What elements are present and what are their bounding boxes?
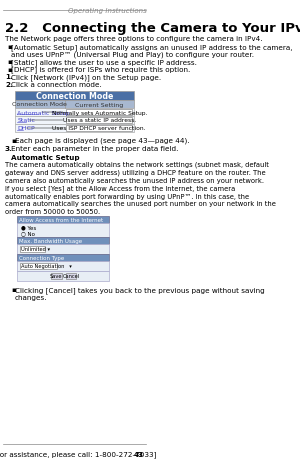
Text: 2.2   Connecting the Camera to Your IPv4 Network: 2.2 Connecting the Camera to Your IPv4 N… <box>5 22 300 35</box>
Text: Clicking [Cancel] takes you back to the previous page without saving
changes.: Clicking [Cancel] takes you back to the … <box>15 287 265 300</box>
FancyBboxPatch shape <box>15 109 134 117</box>
Text: Save: Save <box>50 274 62 279</box>
Text: Automatic Setup: Automatic Setup <box>17 110 70 115</box>
Text: [Automatic Setup] automatically assigns an unused IP address to the camera,
and : [Automatic Setup] automatically assigns … <box>11 44 292 58</box>
Text: Connection Mode: Connection Mode <box>36 92 113 101</box>
Text: Click a connection mode.: Click a connection mode. <box>11 82 102 88</box>
Text: Uses a static IP address.: Uses a static IP address. <box>63 118 136 123</box>
Text: Each page is displayed (see page 43—page 44).: Each page is displayed (see page 43—page… <box>15 138 189 144</box>
Text: Enter each parameter in the proper data field.: Enter each parameter in the proper data … <box>11 146 178 152</box>
Text: ▪: ▪ <box>8 66 12 72</box>
FancyBboxPatch shape <box>17 244 109 255</box>
Text: Automatic Setup: Automatic Setup <box>11 155 80 161</box>
Text: ▪: ▪ <box>8 44 12 50</box>
Text: ▪: ▪ <box>11 138 16 144</box>
FancyBboxPatch shape <box>67 118 132 124</box>
Text: 43: 43 <box>134 451 144 457</box>
Text: The camera automatically obtains the network settings (subnet mask, default
gate: The camera automatically obtains the net… <box>5 162 276 214</box>
Text: Connection Type: Connection Type <box>19 256 64 260</box>
FancyBboxPatch shape <box>17 262 109 271</box>
FancyBboxPatch shape <box>67 126 132 131</box>
FancyBboxPatch shape <box>20 246 45 252</box>
Text: Max. Bandwidth Usage: Max. Bandwidth Usage <box>19 238 82 244</box>
Text: ▪: ▪ <box>11 287 16 292</box>
FancyBboxPatch shape <box>17 217 109 224</box>
Text: ● Yes: ● Yes <box>21 225 37 230</box>
Text: The Network page offers three options to configure the camera in IPv4.: The Network page offers three options to… <box>5 36 262 42</box>
Text: [DHCP] is offered for ISPs who require this option.: [DHCP] is offered for ISPs who require t… <box>11 66 190 73</box>
Text: Cancel: Cancel <box>62 274 80 279</box>
Text: Click [Network (IPv4)] on the Setup page.: Click [Network (IPv4)] on the Setup page… <box>11 74 161 81</box>
Text: Operating Instructions: Operating Instructions <box>68 8 146 14</box>
Text: Uses ISP DHCP server function.: Uses ISP DHCP server function. <box>52 126 146 131</box>
Text: Auto Negotiation   ▾: Auto Negotiation ▾ <box>21 264 72 269</box>
Text: [For assistance, please call: 1-800-272-7033]: [For assistance, please call: 1-800-272-… <box>0 450 156 457</box>
Text: [Static] allows the user to use a specific IP address.: [Static] allows the user to use a specif… <box>11 59 197 66</box>
FancyBboxPatch shape <box>17 255 109 262</box>
FancyBboxPatch shape <box>15 125 134 133</box>
Text: ▪: ▪ <box>8 59 12 65</box>
FancyBboxPatch shape <box>17 271 109 282</box>
Text: Allow Access from the Internet: Allow Access from the Internet <box>19 218 103 223</box>
Text: DHCP: DHCP <box>17 126 35 131</box>
Text: Unlimited ▾: Unlimited ▾ <box>21 247 50 252</box>
Text: Current Setting: Current Setting <box>75 102 123 107</box>
FancyBboxPatch shape <box>15 117 134 125</box>
Text: ○ No: ○ No <box>21 231 35 236</box>
Text: Normally sets Automatic Setup.: Normally sets Automatic Setup. <box>52 110 147 115</box>
FancyBboxPatch shape <box>17 238 109 244</box>
Text: 1.: 1. <box>5 74 13 80</box>
FancyBboxPatch shape <box>65 274 76 279</box>
FancyBboxPatch shape <box>15 101 134 109</box>
FancyBboxPatch shape <box>51 274 62 279</box>
Text: 3.: 3. <box>5 146 13 152</box>
FancyBboxPatch shape <box>15 92 134 101</box>
FancyBboxPatch shape <box>17 224 109 238</box>
Text: Static: Static <box>17 118 35 123</box>
Text: 2.: 2. <box>5 82 13 88</box>
FancyBboxPatch shape <box>20 263 57 269</box>
FancyBboxPatch shape <box>67 110 132 116</box>
Text: Connection Mode: Connection Mode <box>12 102 67 107</box>
